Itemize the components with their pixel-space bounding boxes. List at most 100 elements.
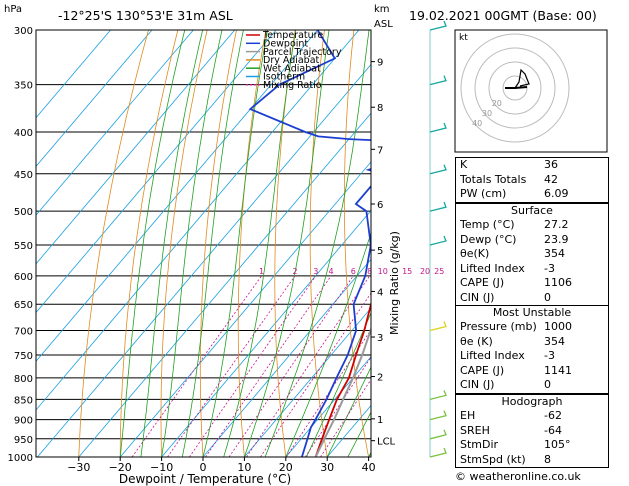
mixing-ratio-labels: 1 2 3 4 6 8 10 15 20 25 bbox=[259, 267, 444, 276]
wind-barb-icon bbox=[429, 75, 447, 86]
mixing-ratio-label: 10 bbox=[378, 267, 388, 276]
mixing-ratio-line bbox=[205, 275, 332, 457]
wind-barb-icon bbox=[429, 410, 447, 421]
mixing-ratio-line bbox=[285, 329, 371, 457]
wet-adiabat-line bbox=[140, 30, 203, 457]
isotherm-line bbox=[202, 258, 371, 457]
hodograph-ring bbox=[460, 33, 570, 143]
pressure-tick-400: 400 bbox=[14, 128, 33, 139]
isotherm-line bbox=[161, 210, 371, 457]
surface-value: 23.9 bbox=[544, 232, 569, 246]
legend-entry: Parcel Trajectory bbox=[263, 47, 342, 58]
wind-barb-icon bbox=[429, 429, 447, 440]
most-unstable-label: CAPE (J) bbox=[460, 363, 505, 377]
pressure-tick-600: 600 bbox=[14, 272, 33, 283]
index-row: K 36 bbox=[456, 158, 608, 173]
km-tick-label: 2 bbox=[377, 373, 383, 384]
wind-barb-icon bbox=[429, 201, 447, 212]
mixing-ratio-label: 8 bbox=[367, 267, 372, 276]
surface-row: Lifted Index -3 bbox=[456, 262, 608, 277]
pressure-tick-950: 950 bbox=[14, 435, 33, 446]
pressure-tick-650: 650 bbox=[14, 300, 33, 311]
hodograph-ring-label: 20 bbox=[492, 99, 502, 108]
background-lines bbox=[36, 30, 371, 457]
km-tick-label: 3 bbox=[377, 333, 383, 344]
pressure-tick-800: 800 bbox=[14, 374, 33, 385]
legend-entry: Dry Adiabat bbox=[263, 55, 320, 66]
hodograph-kt-label: kt bbox=[459, 33, 468, 43]
most-unstable-row: CIN (J) 0 bbox=[456, 378, 608, 393]
pressure-tick-550: 550 bbox=[14, 241, 33, 252]
wind-barbs bbox=[429, 20, 447, 458]
legend-entry: Dewpoint bbox=[263, 39, 308, 50]
isotherm-line bbox=[36, 30, 318, 362]
isotherm-line bbox=[36, 30, 236, 265]
wet-adiabat-line bbox=[202, 30, 268, 457]
hodograph-stat-value: -62 bbox=[544, 409, 562, 422]
wet-adiabat-line bbox=[285, 231, 371, 457]
surface-label: Lifted Index bbox=[460, 261, 525, 275]
most-unstable-row: CAPE (J) 1141 bbox=[456, 364, 608, 379]
surface-row: θe(K) 354 bbox=[456, 247, 608, 262]
index-row: Totals Totals 42 bbox=[456, 173, 608, 188]
mixing-ratio-label: 1 bbox=[259, 267, 264, 276]
most-unstable-value: 1141 bbox=[544, 363, 572, 377]
mixing-ratio-line bbox=[131, 275, 262, 457]
surface-label: Temp (°C) bbox=[460, 218, 515, 231]
surface-title: Surface bbox=[511, 204, 553, 217]
hodograph-stat-value: 8 bbox=[544, 452, 551, 466]
isotherm-line bbox=[285, 356, 371, 457]
km-tick-label: 7 bbox=[377, 145, 383, 156]
pressure-tick-1000: 1000 bbox=[8, 453, 33, 464]
isotherm-line bbox=[36, 30, 153, 168]
surface-row: Dewp (°C) 23.9 bbox=[456, 233, 608, 248]
isotherm-line bbox=[119, 161, 371, 457]
most-unstable-value: 1000 bbox=[544, 320, 572, 333]
hodograph-stat-row: StmDir 105° bbox=[456, 438, 608, 453]
x-axis-label: Dewpoint / Temperature (°C) bbox=[119, 472, 291, 486]
most-unstable-value: -3 bbox=[544, 349, 555, 363]
isotherm-line bbox=[78, 112, 371, 457]
indices-box: K 36 Totals Totals 42 PW (cm) 6.09 bbox=[455, 157, 609, 203]
most-unstable-label: Pressure (mb) bbox=[460, 320, 537, 333]
pressure-tick-750: 750 bbox=[14, 351, 33, 362]
dry-adiabat-line bbox=[274, 30, 296, 457]
wind-barb-icon bbox=[429, 20, 447, 31]
mixing-ratio-label: 3 bbox=[313, 267, 318, 276]
km-tick-label: 4 bbox=[377, 287, 383, 298]
hodograph-stat-label: EH bbox=[460, 409, 476, 422]
surface-label: θe(K) bbox=[460, 247, 490, 261]
mixing-ratio-line bbox=[260, 292, 371, 457]
hodograph-ring-label: 40 bbox=[472, 119, 482, 128]
dry-adiabat-line bbox=[119, 30, 179, 457]
pressure-tick-450: 450 bbox=[14, 170, 33, 181]
isotherm-line bbox=[36, 30, 194, 216]
legend-entry: Wet Adiabat bbox=[263, 63, 321, 74]
copyright: © weatheronline.co.uk bbox=[455, 470, 581, 483]
most-unstable-label: CIN (J) bbox=[460, 378, 495, 392]
location-title: -12°25'S 130°53'E 31m ASL bbox=[58, 8, 233, 23]
temp-tick-label: 0 bbox=[200, 461, 207, 474]
hodograph-stat-value: -64 bbox=[544, 423, 562, 437]
surface-label: Dewp (°C) bbox=[460, 232, 517, 246]
hodograph-trace bbox=[514, 68, 530, 89]
legend-entry: Isotherm bbox=[263, 72, 305, 83]
dry-adiabat-line bbox=[343, 30, 369, 457]
mixing-ratio-label: 2 bbox=[293, 267, 298, 276]
wind-barb-icon bbox=[429, 235, 447, 246]
dry-adiabat-line bbox=[199, 30, 237, 457]
mixing-ratio-axis-label: Mixing Ratio (g/kg) bbox=[388, 231, 401, 335]
most-unstable-row: Pressure (mb) 1000 bbox=[456, 320, 608, 335]
hodograph-frame bbox=[454, 29, 608, 153]
legend-entry: Mixing Ratio bbox=[263, 80, 322, 91]
mixing-ratio-line bbox=[304, 356, 371, 457]
mixing-ratio-line bbox=[167, 275, 296, 457]
series-dewpoint bbox=[248, 30, 371, 457]
datetime-title: 19.02.2021 00GMT (Base: 00) bbox=[409, 8, 597, 23]
index-value: 36 bbox=[544, 158, 558, 171]
wind-barb-icon bbox=[429, 321, 447, 332]
surface-row: Temp (°C) 27.2 bbox=[456, 218, 608, 233]
pressure-tick-500: 500 bbox=[14, 207, 33, 218]
hodograph-stat-value: 105° bbox=[544, 438, 571, 452]
mixing-ratio-line bbox=[246, 275, 371, 457]
